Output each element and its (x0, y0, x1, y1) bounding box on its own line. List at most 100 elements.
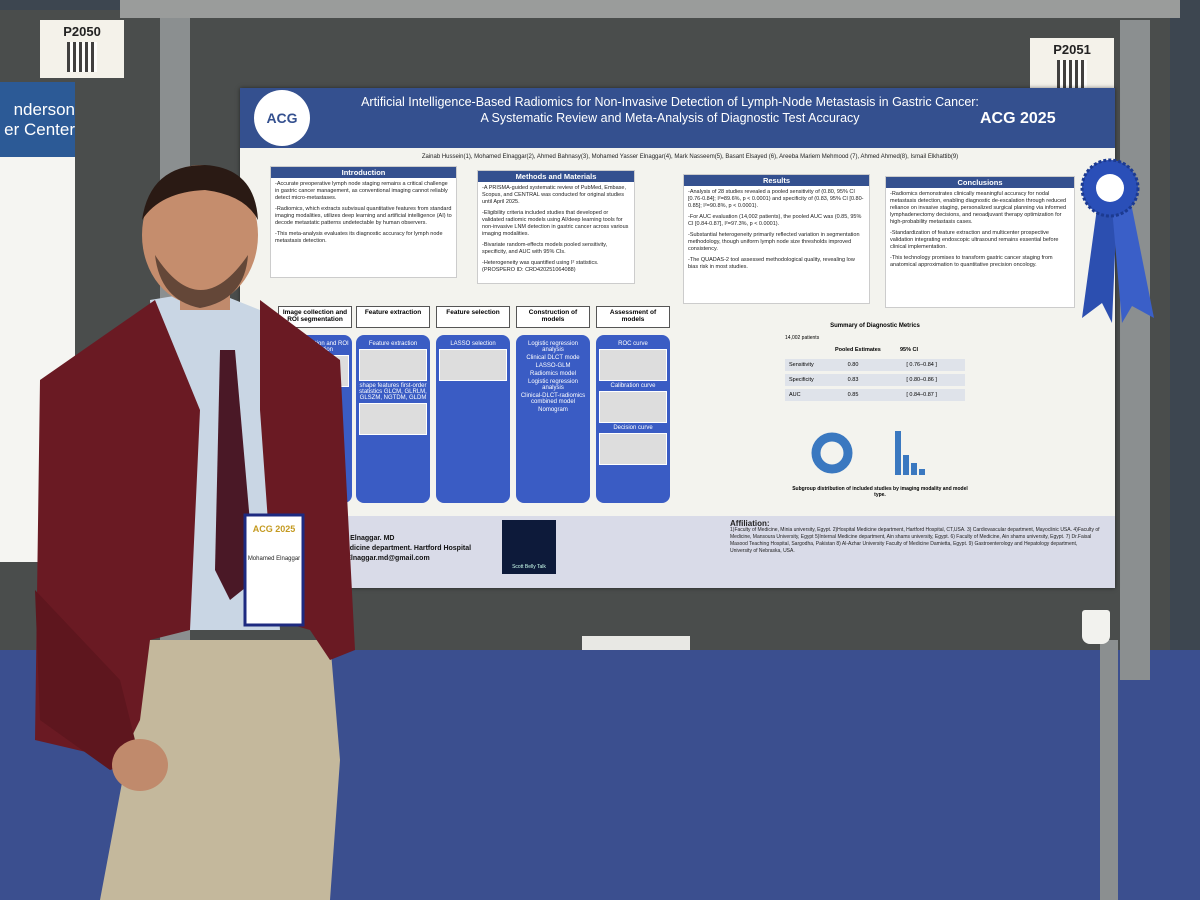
workflow-item: shape features first-order statistics GL… (359, 383, 427, 401)
chart-bar (895, 431, 901, 475)
workflow-item: Logistic regression analysis (527, 379, 579, 391)
contact-line: d.Elnaggar.md@gmail.com (340, 555, 430, 562)
board-frame (1120, 20, 1150, 680)
workflow-item: LASSO selection (450, 341, 496, 347)
workflow-image (359, 403, 427, 435)
contact-line: Medicine department. Hartford Hospital (340, 545, 472, 552)
metrics-header: Pooled Estimates 95% CI (785, 344, 965, 356)
ribbon (1080, 158, 1154, 323)
workflow-item: Radiomics model (529, 371, 577, 377)
section-title: Methods and Materials (478, 171, 634, 182)
chart-bar (903, 455, 909, 475)
workflow-item: Feature extraction (368, 341, 418, 347)
workflow-header: Feature selection (436, 306, 510, 328)
left-poster-text: nderson (13, 100, 75, 119)
metrics-cell: Sensitivity (789, 362, 814, 368)
chart-bar (911, 463, 917, 475)
badge-name: Mohamed Elnaggar (248, 556, 300, 562)
section: Introduction -Accurate preoperative lymph… (270, 166, 457, 278)
section: Conclusions -Radiomics demonstrates clini… (885, 176, 1075, 308)
affiliation-title: Affiliation: (730, 519, 770, 528)
section-text: -Radiomics, which extracts subvisual qua… (275, 206, 452, 226)
metrics-cell: Specificity (789, 377, 814, 383)
left-poster-text: er Center (4, 120, 75, 139)
person: ACG 2025 Mohamed Elnaggar (35, 165, 355, 900)
workflow-item: LASSO-GLM (535, 363, 571, 369)
workflow-box: Feature extraction shape features first-o… (356, 335, 430, 503)
section-title: Introduction (271, 167, 456, 178)
workflow-image (439, 349, 507, 381)
logo: ACG (254, 90, 310, 146)
ribbon-tail (1112, 208, 1154, 323)
hand (112, 739, 168, 791)
beard (155, 255, 248, 308)
workflow-item: Decision curve (613, 425, 653, 431)
metrics-title: Summary of Diagnostic Metrics (830, 323, 920, 329)
head (142, 165, 258, 305)
metrics-row: Sensitivity 0.80 [ 0.76–0.84 ] (785, 359, 965, 371)
poster: ACG Artificial Intelligence-Based Radiom… (240, 88, 1115, 588)
poster-number: P2050 (63, 24, 101, 39)
workflow-item: Nomogram (538, 407, 568, 413)
section-title: Conclusions (886, 177, 1074, 188)
poster-footer: ts: ed Elnaggar. MD Medicine department.… (240, 516, 1115, 588)
podcast-logo: Scott Belly Talk (502, 520, 556, 574)
section: Methods and Materials -A PRISMA-guided sy… (477, 170, 635, 284)
workflow-image (359, 349, 427, 381)
authors: Zainab Hussein(1), Mohamed Elnaggar(2), … (421, 154, 959, 160)
metrics-row: Specificity 0.83 [ 0.80–0.86 ] (785, 374, 965, 386)
section-text: -Standardization of feature extraction a… (890, 230, 1059, 250)
poster-header: ACG Artificial Intelligence-Based Radiom… (240, 88, 1115, 148)
section-text: -The QUADAS-2 tool assessed methodologic… (688, 257, 855, 270)
section: Results -Analysis of 28 studies revealed … (683, 174, 870, 304)
workflow-item: Logistic regression analysis (527, 341, 579, 353)
section-text: -Radiomics demonstrates clinically meani… (890, 191, 1067, 225)
section-text: -Analysis of 28 studies revealed a poole… (688, 189, 864, 209)
workflow-box: Logistic regression analysis Clinical DLC… (516, 335, 590, 503)
metrics: Summary of Diagnostic Metrics 14,002 pat… (785, 323, 965, 401)
workflow-image (599, 391, 667, 423)
poster-number-tag: P2050 (40, 20, 124, 78)
poster-number: P2051 (1053, 42, 1091, 57)
rosette-center (1096, 174, 1124, 202)
metrics-cell: 0.83 (847, 377, 859, 383)
board-frame-top (120, 0, 1180, 18)
workflow-image (599, 433, 667, 465)
event-logo: ACG 2025 (980, 110, 1056, 127)
metrics-cell: [ 0.84–0.87 ] (906, 392, 937, 398)
metrics-cell: 0.85 (847, 392, 859, 398)
affiliation-text: 1)Faculty of Medicine, Minia university,… (730, 527, 1100, 554)
section-text: -This technology promises to transform g… (890, 255, 1053, 268)
workflow-image (599, 349, 667, 381)
metrics-row: AUC 0.85 [ 0.84–0.87 ] (785, 389, 965, 401)
workflow-box: ROC curve Calibration curve Decision curve (596, 335, 670, 503)
workflow-item: Clinical-DLCT-radiomics combined model (520, 393, 586, 405)
metrics-cell: 0.80 (847, 362, 859, 368)
affiliation: Affiliation: 1)Faculty of Medicine, Mini… (730, 520, 1100, 555)
hair (142, 165, 258, 220)
chart-bar (919, 469, 925, 475)
qr-code (1057, 60, 1087, 90)
section-text: -Substantial heterogeneity primarily ref… (688, 232, 860, 252)
contact-line: ed Elnaggar. MD (340, 535, 395, 542)
poster-title: Artificial Intelligence-Based Radiomics … (361, 95, 979, 125)
section-text: -This meta-analysis evaluates its diagno… (275, 231, 443, 244)
donut (811, 432, 853, 474)
section-text: -Accurate preoperative lymph node stagin… (275, 181, 448, 201)
cup (1082, 610, 1110, 644)
metrics-cell: [ 0.80–0.86 ] (906, 377, 937, 383)
left-poster-header: nderson er Center (0, 82, 75, 157)
sleeve (35, 590, 140, 770)
workflow-item: Calibration curve (610, 383, 656, 389)
patients: 14,002 patients (785, 335, 820, 341)
pants (100, 640, 340, 900)
section-text: -Eligibility criteria included studies t… (482, 210, 629, 237)
ribbon-tail (1082, 208, 1117, 323)
poster-number-tag: P2051 (1030, 38, 1114, 96)
col: Pooled Estimates (835, 347, 881, 353)
section-text: -Heterogeneity was quantified using I² s… (482, 260, 599, 273)
metrics-cell: [ 0.76–0.84 ] (906, 362, 937, 368)
workflow-header: Construction of models (516, 306, 590, 328)
section-text: -A PRISMA-guided systematic review of Pu… (482, 185, 626, 205)
